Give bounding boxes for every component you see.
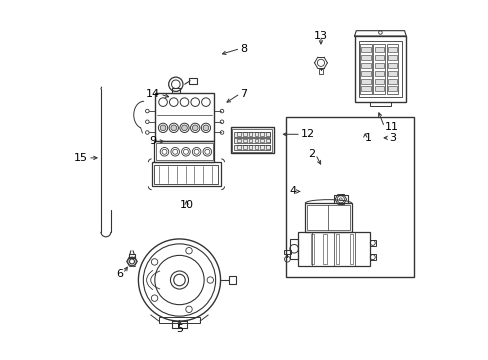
Text: 9: 9 xyxy=(149,136,156,147)
Bar xyxy=(254,139,258,143)
Text: 6: 6 xyxy=(116,269,123,279)
Bar xyxy=(354,36,406,102)
Bar xyxy=(358,41,401,97)
Text: 7: 7 xyxy=(240,89,247,99)
Bar xyxy=(237,139,241,143)
Text: 4: 4 xyxy=(288,186,296,197)
Text: 13: 13 xyxy=(313,31,327,41)
Text: 3: 3 xyxy=(389,133,396,143)
Bar xyxy=(361,47,370,52)
Bar xyxy=(230,127,273,153)
Bar xyxy=(232,129,272,152)
Text: 10: 10 xyxy=(179,200,193,210)
Bar xyxy=(369,102,390,107)
Bar xyxy=(156,143,212,160)
Bar xyxy=(387,63,397,68)
Bar xyxy=(305,203,351,232)
Bar xyxy=(335,234,339,264)
Bar xyxy=(248,139,252,143)
Bar xyxy=(387,55,397,60)
Bar xyxy=(369,240,375,246)
Bar xyxy=(129,254,135,258)
Bar xyxy=(234,138,270,143)
Circle shape xyxy=(203,125,208,131)
Bar xyxy=(369,254,375,260)
Bar xyxy=(243,139,246,143)
Bar xyxy=(361,78,370,84)
Bar xyxy=(171,88,180,93)
Text: 11: 11 xyxy=(384,122,398,132)
Bar xyxy=(254,132,258,136)
Circle shape xyxy=(171,125,176,131)
Bar xyxy=(265,145,269,149)
Bar xyxy=(248,145,252,149)
Bar xyxy=(361,86,370,91)
Bar xyxy=(234,145,270,150)
Bar xyxy=(374,47,384,52)
Bar xyxy=(306,205,349,230)
Bar xyxy=(260,139,263,143)
Text: 2: 2 xyxy=(308,149,315,159)
Bar xyxy=(189,78,197,84)
Bar xyxy=(243,145,246,149)
Text: 1: 1 xyxy=(365,133,371,143)
Bar xyxy=(265,139,269,143)
Bar xyxy=(361,71,370,76)
Bar xyxy=(265,132,269,136)
Circle shape xyxy=(181,125,187,131)
Bar xyxy=(349,234,353,264)
Bar xyxy=(374,55,384,60)
Bar xyxy=(290,239,298,259)
Bar xyxy=(285,117,413,277)
Bar xyxy=(373,44,385,94)
Bar xyxy=(237,145,241,149)
Bar xyxy=(151,162,221,186)
Circle shape xyxy=(192,125,198,131)
Bar xyxy=(234,132,270,137)
Bar xyxy=(159,317,200,323)
Bar xyxy=(323,234,326,264)
Text: 12: 12 xyxy=(300,129,314,139)
Bar xyxy=(260,132,263,136)
Bar xyxy=(154,165,218,184)
Bar xyxy=(298,232,369,266)
Bar xyxy=(310,234,313,264)
Bar xyxy=(229,276,235,284)
Bar xyxy=(374,71,384,76)
Bar xyxy=(155,93,214,141)
Circle shape xyxy=(160,125,165,131)
Bar xyxy=(361,63,370,68)
Bar xyxy=(374,78,384,84)
Bar xyxy=(386,44,398,94)
Bar xyxy=(318,68,323,73)
Bar xyxy=(360,44,371,94)
Bar xyxy=(333,195,347,203)
Bar xyxy=(154,141,214,162)
Bar xyxy=(283,250,290,254)
Bar xyxy=(243,132,246,136)
Bar xyxy=(254,145,258,149)
Bar xyxy=(387,71,397,76)
Bar xyxy=(387,86,397,91)
Bar xyxy=(374,86,384,91)
Text: 8: 8 xyxy=(240,44,247,54)
Text: 14: 14 xyxy=(146,89,160,99)
Text: 15: 15 xyxy=(74,153,88,163)
Bar xyxy=(361,55,370,60)
Text: 5: 5 xyxy=(176,324,183,334)
Bar xyxy=(387,47,397,52)
Bar xyxy=(237,132,241,136)
Bar xyxy=(260,145,263,149)
Bar xyxy=(387,78,397,84)
Bar xyxy=(374,63,384,68)
Bar xyxy=(248,132,252,136)
